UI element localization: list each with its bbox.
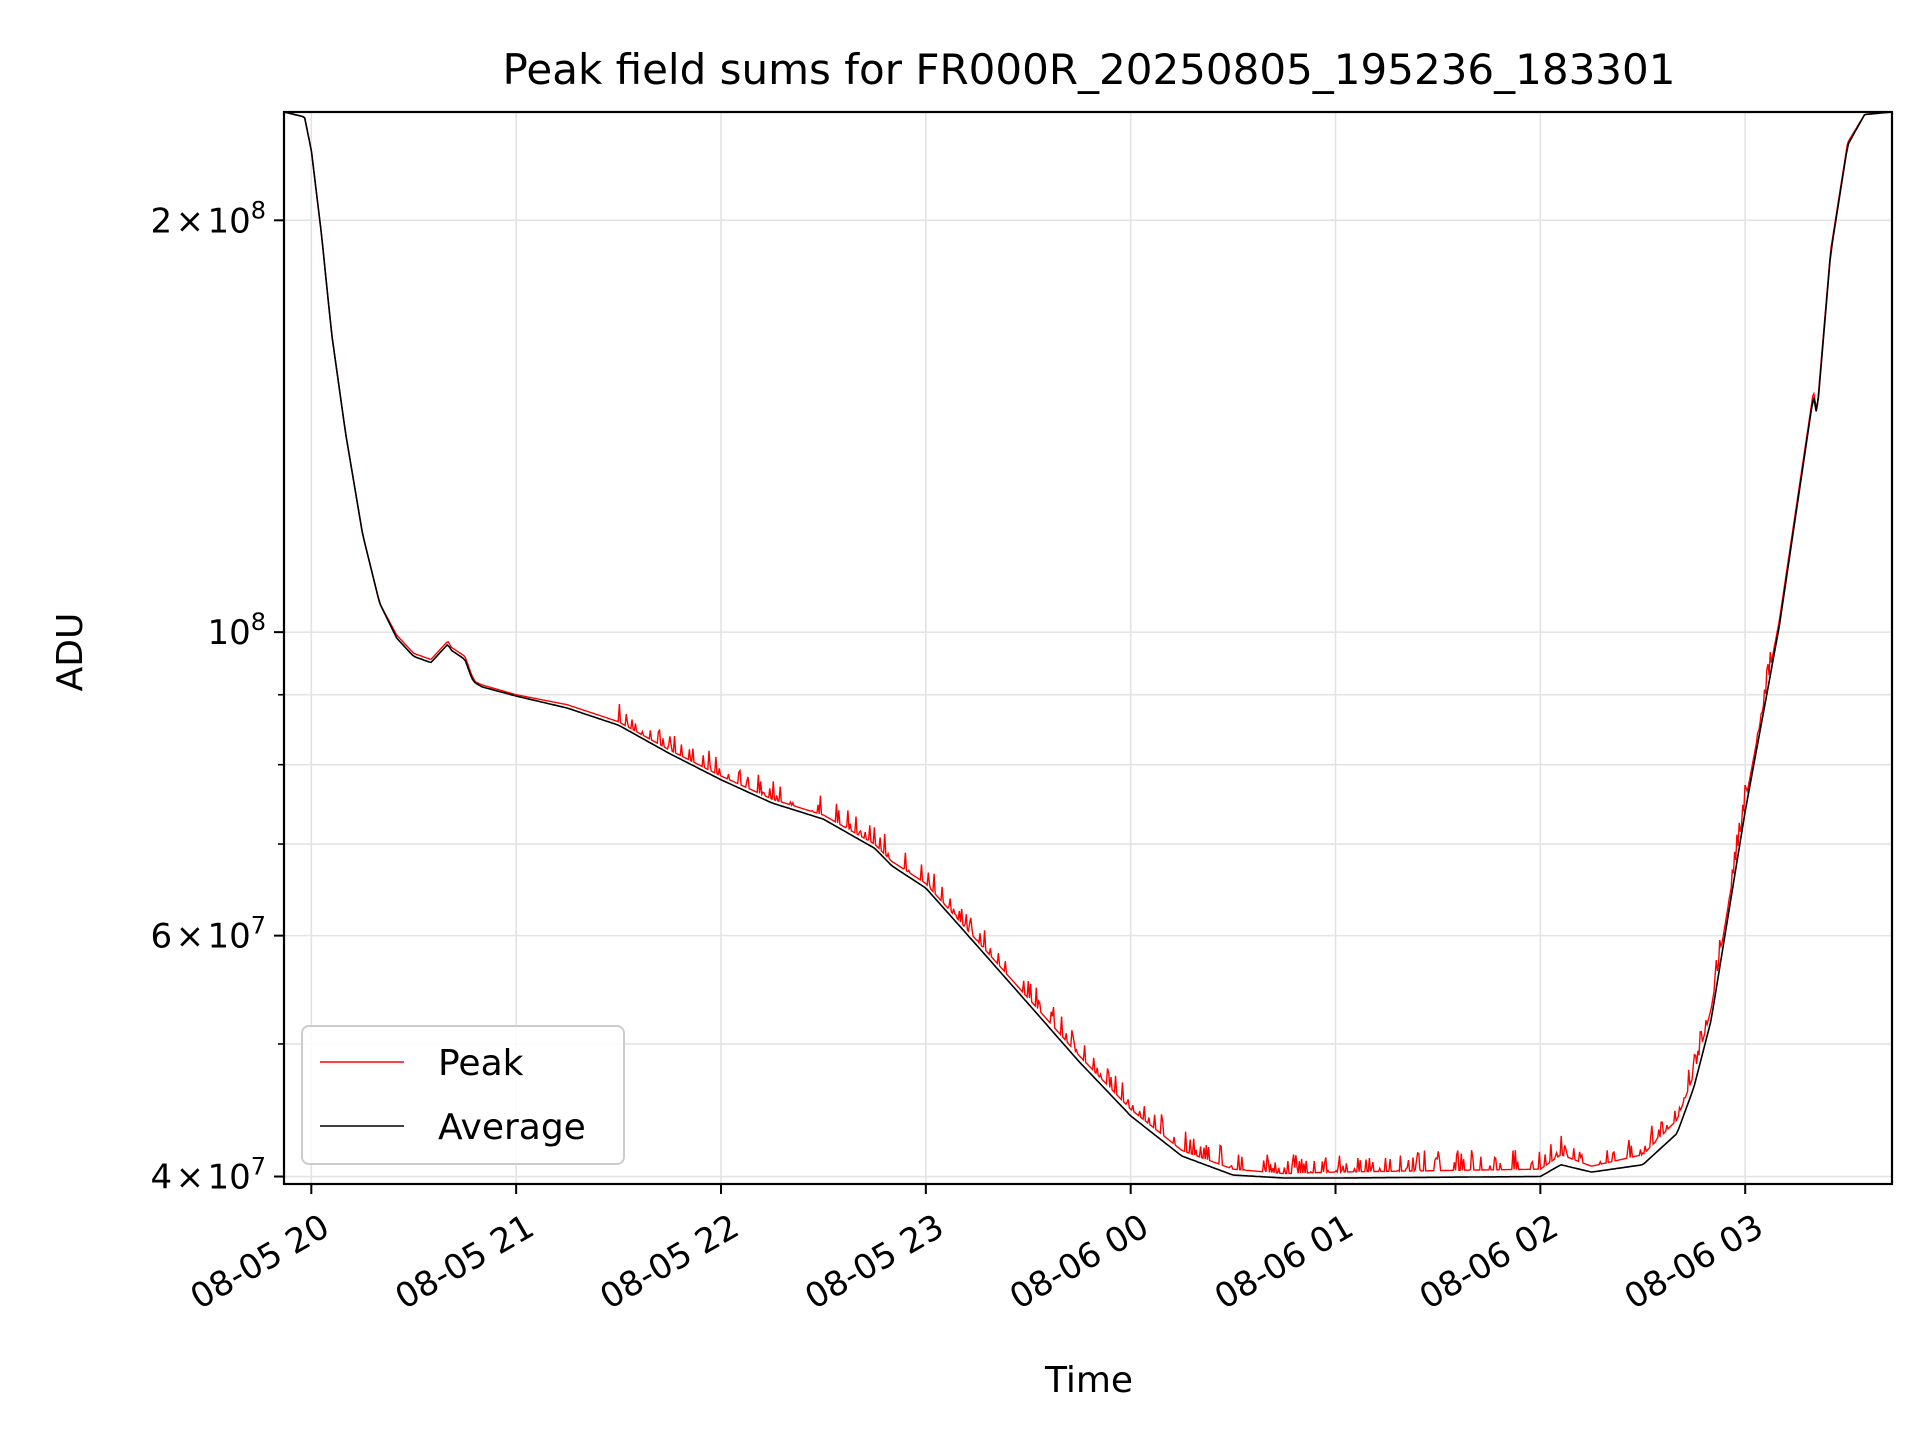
series-line-peak [284,112,1892,1175]
y-tick-label-exponent: 8 [251,196,266,224]
y-tick-label-exponent: 7 [251,912,266,940]
y-tick-label: 6 × 107 [151,912,266,957]
series-line-average [284,112,1892,1179]
y-tick-label: 2 × 108 [151,196,266,241]
chart-title: Peak field sums for FR000R_20250805_1952… [503,45,1676,94]
y-tick-label: 4 × 107 [151,1153,266,1198]
y-tick-label-base: 2 × 10 [151,201,251,241]
plot-series-group [284,112,1892,1179]
legend-box [301,1025,625,1165]
grid [284,112,1892,1184]
legend-average-label: Average [438,1107,586,1148]
y-tick-label: 108 [207,608,266,653]
legend: Peak Average [301,1025,625,1165]
y-tick-label-exponent: 7 [251,1153,266,1181]
plot-frame [282,110,1894,1186]
y-tick-label-base: 6 × 10 [151,917,251,957]
legend-peak-label: Peak [438,1043,524,1084]
y-tick-label-base: 4 × 10 [151,1158,251,1198]
y-axis-label: ADU [50,613,91,692]
x-axis-label: Time [1044,1360,1133,1401]
y-tick-label-base: 10 [207,613,250,653]
y-tick-label-exponent: 8 [251,608,266,636]
